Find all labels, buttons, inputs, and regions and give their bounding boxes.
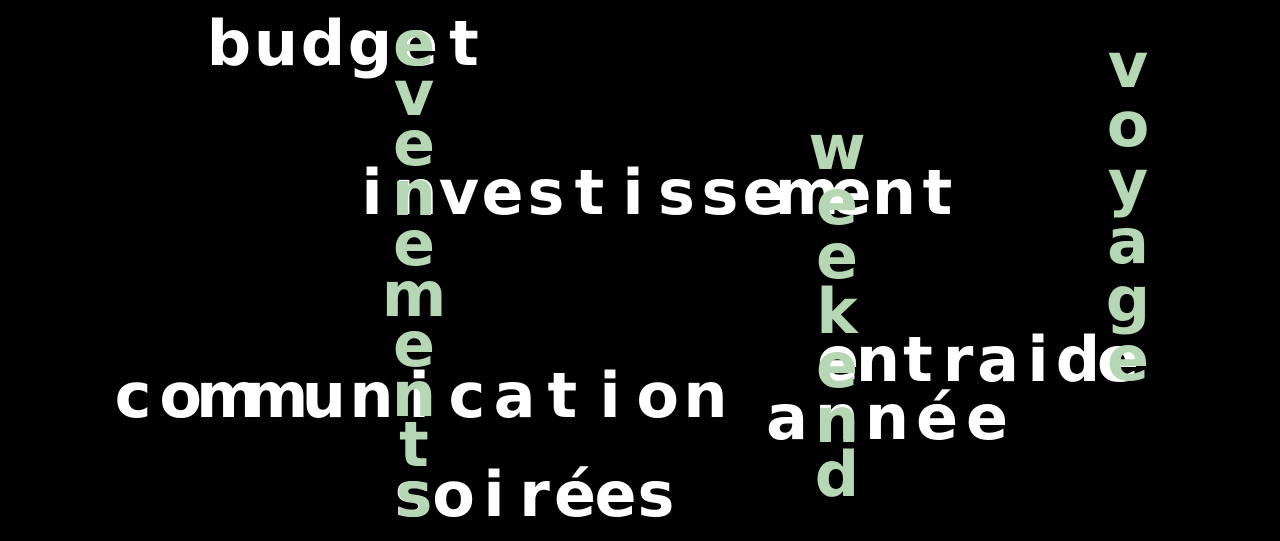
- letter-weekend-5: n: [814, 383, 860, 457]
- letter-investissement-9: e: [742, 156, 785, 229]
- letter-budget-0: b: [206, 7, 252, 80]
- letter-budget-2: d: [300, 7, 346, 80]
- letter-weekend-6: d: [814, 438, 860, 511]
- letter-investissement-12: n: [871, 156, 917, 229]
- letter-evenements-1: v: [393, 57, 435, 131]
- letter-annee-3: é: [915, 381, 959, 454]
- letter-voyage-1: o: [1106, 87, 1150, 161]
- letter-voyage-3: a: [1107, 204, 1149, 278]
- letter-soirees-3: r: [519, 458, 550, 531]
- letter-communication-8: a: [493, 359, 536, 432]
- letter-evenements-8: t: [399, 407, 429, 481]
- letter-communication-4: u: [301, 359, 346, 432]
- letter-communication-3: m: [243, 359, 309, 432]
- letter-soirees-6: s: [637, 458, 675, 531]
- letter-budget-5: t: [449, 7, 479, 80]
- letter-voyage-0: v: [1107, 29, 1149, 102]
- letter-evenements-3: n: [391, 157, 437, 231]
- letter-entraide-7: e: [1096, 323, 1140, 396]
- letter-communication-6: i: [408, 359, 430, 432]
- letter-voyage-4: g: [1105, 263, 1151, 337]
- letter-investissement-4: s: [527, 156, 565, 229]
- letter-weekend-4: e: [815, 329, 859, 402]
- letter-evenements-5: m: [381, 257, 447, 331]
- letter-entraide-3: r: [942, 323, 974, 396]
- letter-investissement-11: e: [829, 156, 872, 229]
- letter-evenements-4: e: [392, 207, 436, 281]
- letter-soirees-2: i: [483, 458, 505, 531]
- letter-evenements-7: n: [391, 357, 437, 431]
- letter-investissement-6: i: [622, 156, 644, 229]
- letter-entraide-4: a: [977, 323, 1019, 396]
- letter-budget-3: g: [347, 7, 393, 80]
- letter-evenements-9: s: [395, 457, 433, 531]
- letter-entraide-1: n: [855, 323, 901, 396]
- letter-soirees-0: s: [394, 458, 432, 531]
- letter-weekend-1: e: [815, 165, 859, 239]
- letter-weekend-0: w: [808, 111, 866, 184]
- letter-annee-4: e: [965, 381, 1009, 454]
- letter-voyage-2: y: [1107, 146, 1149, 220]
- letter-investissement-8: s: [701, 156, 739, 229]
- letter-entraide-2: t: [903, 323, 933, 396]
- letter-evenements-6: e: [392, 307, 436, 381]
- letter-evenements-2: e: [392, 107, 436, 181]
- letter-investissement-3: e: [481, 156, 524, 229]
- letter-soirees-1: o: [432, 458, 475, 531]
- letter-budget-1: u: [253, 7, 299, 80]
- letter-weekend-2: e: [815, 220, 859, 293]
- letter-annee-2: n: [864, 381, 910, 454]
- letter-communication-2: m: [196, 359, 261, 432]
- letter-annee-0: a: [766, 381, 808, 454]
- letter-investissement-13: t: [922, 156, 953, 229]
- letter-communication-10: i: [599, 359, 621, 432]
- letter-evenements-0: e: [392, 7, 436, 80]
- letter-investissement-7: s: [658, 156, 695, 229]
- letter-soirees-5: e: [594, 458, 637, 531]
- letter-communication-7: c: [448, 359, 486, 432]
- letter-soirees-4: é: [553, 458, 597, 531]
- letter-entraide-0: e: [816, 323, 860, 396]
- letter-communication-12: n: [683, 359, 728, 432]
- letter-investissement-1: n: [393, 156, 438, 229]
- letter-budget-4: e: [395, 7, 439, 80]
- letter-communication-5: n: [349, 359, 394, 432]
- letter-voyage-5: e: [1106, 322, 1150, 395]
- letter-investissement-2: v: [438, 156, 480, 229]
- letter-communication-9: t: [547, 359, 578, 432]
- letter-weekend-3: k: [816, 274, 858, 348]
- letter-investissement-5: t: [574, 156, 605, 229]
- letter-investissement-10: m: [774, 156, 840, 229]
- letter-investissement-0: i: [361, 156, 383, 229]
- letter-entraide-5: i: [1027, 323, 1049, 396]
- letter-communication-11: o: [636, 359, 679, 432]
- letter-communication-1: o: [159, 359, 202, 432]
- letter-entraide-6: d: [1055, 323, 1101, 396]
- letter-annee-1: n: [814, 381, 860, 454]
- letter-communication-0: c: [114, 359, 152, 432]
